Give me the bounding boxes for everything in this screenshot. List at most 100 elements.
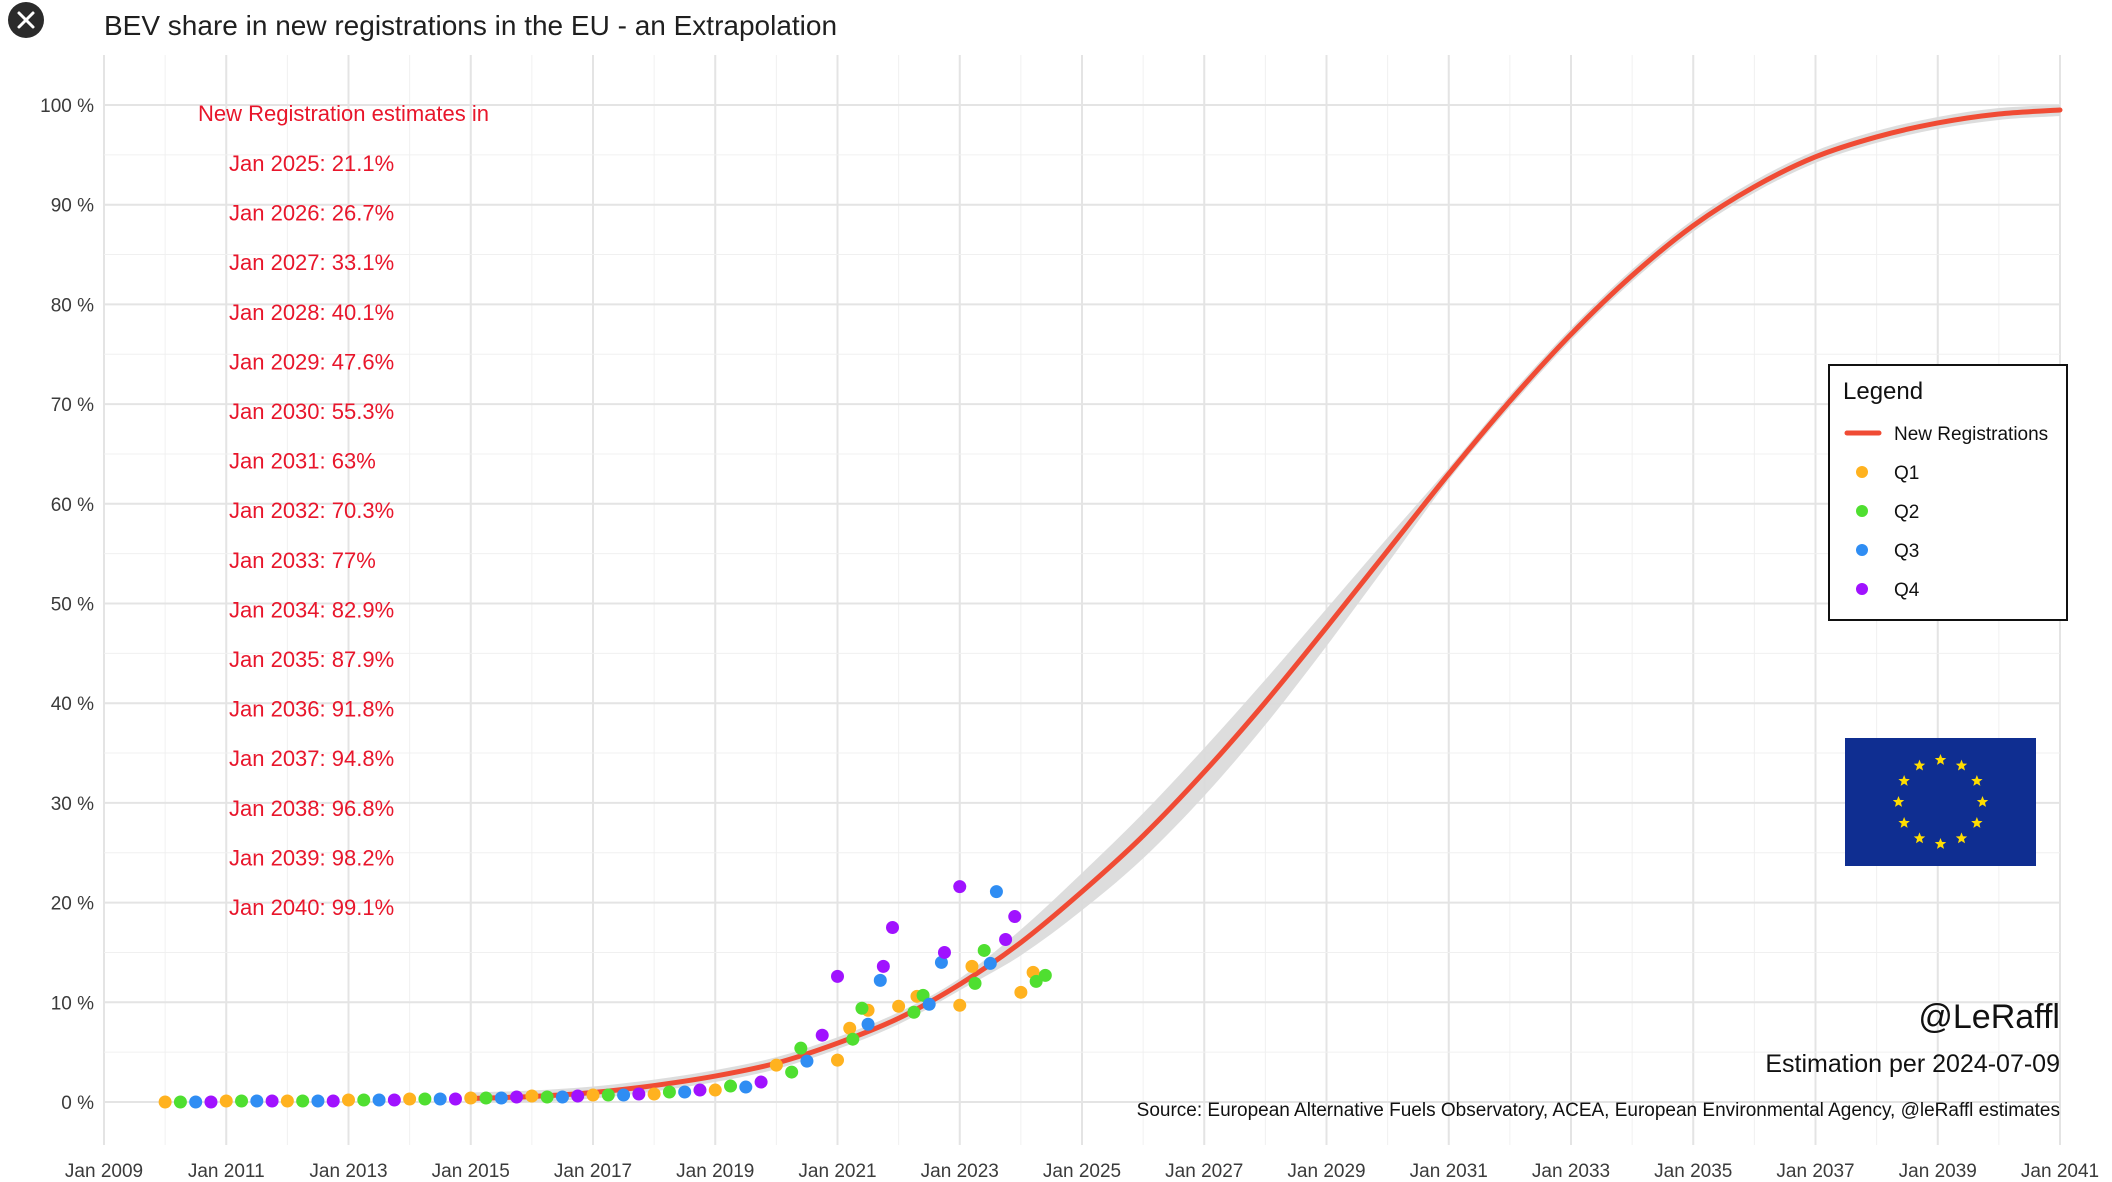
q1-point bbox=[831, 1053, 844, 1067]
x-tick-label: Jan 2013 bbox=[309, 1161, 387, 1182]
estimate-line: Jan 2036: 91.8% bbox=[229, 697, 394, 722]
q2-point bbox=[479, 1091, 493, 1105]
estimate-annotations: New Registration estimates in Jan 2025: … bbox=[198, 101, 489, 920]
q2-point bbox=[235, 1094, 249, 1108]
q2-point bbox=[907, 1005, 921, 1019]
legend-title: Legend bbox=[1843, 378, 1923, 405]
y-tick-label: 50 % bbox=[51, 595, 94, 616]
y-tick-label: 40 % bbox=[51, 694, 94, 715]
legend-point-swatch bbox=[1856, 544, 1868, 556]
q2-point bbox=[662, 1085, 676, 1099]
q4-point bbox=[831, 969, 844, 983]
q1-point bbox=[769, 1058, 783, 1072]
q1-point bbox=[843, 1021, 857, 1035]
q3-point bbox=[372, 1093, 386, 1107]
estimate-line: Jan 2038: 96.8% bbox=[229, 796, 394, 821]
close-icon-stroke-b[interactable] bbox=[17, 11, 35, 29]
q1-point bbox=[647, 1087, 661, 1101]
q3-point bbox=[989, 885, 1003, 899]
estimate-line: Jan 2030: 55.3% bbox=[229, 399, 394, 424]
q1-point bbox=[1014, 985, 1028, 999]
q3-point bbox=[250, 1094, 264, 1108]
q2-point bbox=[173, 1095, 187, 1109]
close-icon[interactable] bbox=[17, 11, 35, 29]
q2-point bbox=[357, 1093, 371, 1107]
y-tick-label: 30 % bbox=[51, 794, 94, 815]
chart-title: BEV share in new registrations in the EU… bbox=[104, 10, 837, 41]
new-registrations-series bbox=[468, 107, 2063, 1102]
q4-point bbox=[953, 880, 967, 894]
q1-point bbox=[219, 1094, 233, 1108]
q3-point bbox=[311, 1094, 325, 1108]
x-tick-label: Jan 2037 bbox=[1776, 1161, 1854, 1182]
eu-star bbox=[1955, 759, 1968, 771]
eu-star bbox=[1898, 775, 1910, 786]
legend-point-swatch bbox=[1856, 505, 1868, 517]
q4-point bbox=[448, 1092, 462, 1106]
legend-entries: New Registrations Q1 Q2 Q3 Q4 bbox=[1844, 424, 2048, 601]
q3-point bbox=[494, 1091, 508, 1105]
x-tick-label: Jan 2021 bbox=[798, 1161, 876, 1182]
q2-point bbox=[855, 1001, 869, 1015]
legend: Legend New Registrations Q1 Q2 Q3 Q4 bbox=[1828, 364, 2068, 621]
q2-point bbox=[977, 943, 991, 957]
x-tick-label: Jan 2035 bbox=[1654, 1161, 1732, 1182]
q4-point bbox=[387, 1093, 401, 1107]
y-tick-label: 100 % bbox=[40, 96, 94, 117]
q1-point bbox=[464, 1091, 478, 1105]
estimates-heading: New Registration estimates in bbox=[198, 101, 489, 126]
legend-label-new-registrations: New Registrations bbox=[1894, 424, 2048, 445]
q2-point bbox=[785, 1065, 799, 1079]
q2-point bbox=[1038, 968, 1052, 982]
x-tick-label: Jan 2039 bbox=[1899, 1161, 1977, 1182]
x-tick-label: Jan 2041 bbox=[2021, 1161, 2099, 1182]
q2-point bbox=[846, 1032, 860, 1046]
legend-box bbox=[1828, 364, 2068, 621]
q3-point bbox=[189, 1095, 203, 1109]
q4-point bbox=[999, 932, 1013, 946]
legend-point-swatch bbox=[1856, 583, 1868, 595]
x-tick-label: Jan 2015 bbox=[432, 1161, 510, 1182]
estimate-line: Jan 2029: 47.6% bbox=[229, 349, 394, 374]
x-tick-label: Jan 2027 bbox=[1165, 1161, 1243, 1182]
x-tick-label: Jan 2023 bbox=[921, 1161, 999, 1182]
q2-point bbox=[296, 1094, 310, 1108]
q4-point bbox=[632, 1087, 646, 1101]
x-tick-label: Jan 2029 bbox=[1287, 1161, 1365, 1182]
estimate-line: Jan 2034: 82.9% bbox=[229, 597, 394, 622]
legend-label-q4: Q4 bbox=[1894, 580, 1920, 601]
q1-point bbox=[158, 1095, 172, 1109]
source-note: Source: European Alternative Fuels Obser… bbox=[1137, 1100, 2060, 1121]
eu-star bbox=[1913, 759, 1926, 771]
estimate-line: Jan 2027: 33.1% bbox=[229, 250, 394, 275]
q3-point bbox=[617, 1088, 631, 1102]
q3-point bbox=[555, 1090, 569, 1104]
q1-point bbox=[892, 999, 906, 1013]
x-tick-label: Jan 2033 bbox=[1532, 1161, 1610, 1182]
q4-point bbox=[754, 1075, 768, 1089]
q2-point bbox=[418, 1092, 432, 1106]
q3-point bbox=[800, 1054, 814, 1068]
eu-star bbox=[1898, 817, 1910, 828]
q1-point bbox=[965, 959, 979, 973]
estimate-line: Jan 2033: 77% bbox=[229, 548, 376, 573]
close-button[interactable] bbox=[8, 2, 44, 38]
eu-star bbox=[1892, 796, 1905, 807]
quarterly-scatter-series bbox=[158, 880, 1052, 1109]
y-tick-label: 80 % bbox=[51, 295, 94, 316]
eu-star bbox=[1976, 796, 1989, 807]
q4-point bbox=[815, 1028, 829, 1042]
q2-point bbox=[601, 1088, 615, 1102]
estimate-line: Jan 2035: 87.9% bbox=[229, 647, 394, 672]
estimate-line: Jan 2031: 63% bbox=[229, 449, 376, 474]
q4-point bbox=[1008, 910, 1022, 924]
eu-star bbox=[1934, 838, 1947, 849]
eu-star bbox=[1913, 832, 1926, 844]
new-registrations-line bbox=[468, 107, 2063, 1102]
x-tick-label: Jan 2019 bbox=[676, 1161, 754, 1182]
q4-point bbox=[876, 959, 890, 973]
legend-point-swatch bbox=[1856, 466, 1868, 478]
x-tick-label: Jan 2025 bbox=[1043, 1161, 1121, 1182]
legend-label-q2: Q2 bbox=[1894, 502, 1919, 523]
